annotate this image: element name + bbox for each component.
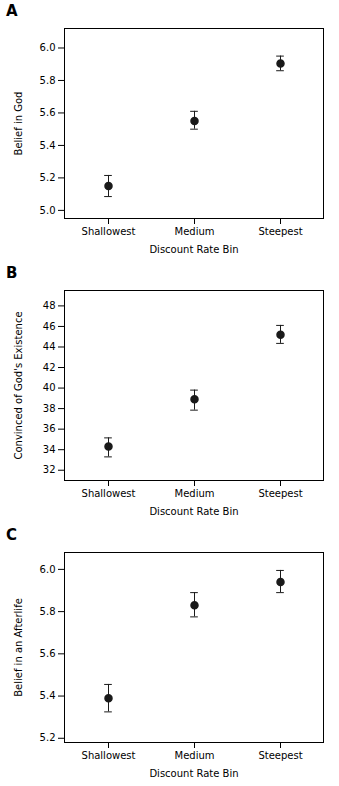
svg-text:5.4: 5.4 (40, 140, 56, 151)
svg-text:Belief in an Afterlife: Belief in an Afterlife (13, 598, 24, 697)
svg-text:Steepest: Steepest (258, 488, 302, 499)
svg-text:48: 48 (43, 300, 56, 311)
svg-text:Shallowest: Shallowest (82, 226, 136, 237)
svg-text:5.2: 5.2 (40, 732, 56, 743)
svg-text:5.2: 5.2 (40, 172, 56, 183)
svg-text:6.0: 6.0 (40, 564, 56, 575)
svg-text:Medium: Medium (175, 750, 215, 761)
svg-text:40: 40 (43, 382, 56, 393)
svg-text:Medium: Medium (175, 488, 215, 499)
svg-text:Convinced of God's Existence: Convinced of God's Existence (13, 311, 24, 459)
svg-text:44: 44 (43, 341, 56, 352)
svg-text:5.8: 5.8 (40, 75, 56, 86)
html-text:B: B (6, 264, 18, 282)
svg-text:46: 46 (43, 321, 56, 332)
svg-text:Steepest: Steepest (258, 226, 302, 237)
svg-text:5.0: 5.0 (40, 205, 56, 216)
html-text:A: A (6, 2, 18, 20)
svg-text:32: 32 (43, 464, 56, 475)
svg-text:Discount Rate Bin: Discount Rate Bin (149, 506, 238, 517)
svg-text:6.0: 6.0 (40, 42, 56, 53)
svg-text:36: 36 (43, 423, 56, 434)
svg-text:Shallowest: Shallowest (82, 488, 136, 499)
svg-text:Discount Rate Bin: Discount Rate Bin (149, 244, 238, 255)
svg-text:Belief in God: Belief in God (13, 92, 24, 156)
svg-text:34: 34 (43, 444, 56, 455)
svg-text:38: 38 (43, 403, 56, 414)
svg-text:5.6: 5.6 (40, 648, 56, 659)
svg-text:42: 42 (43, 362, 56, 373)
svg-text:Discount Rate Bin: Discount Rate Bin (149, 768, 238, 779)
svg-text:5.6: 5.6 (40, 107, 56, 118)
svg-text:5.4: 5.4 (40, 690, 56, 701)
svg-text:Shallowest: Shallowest (82, 750, 136, 761)
svg-text:Medium: Medium (175, 226, 215, 237)
svg-text:5.8: 5.8 (40, 606, 56, 617)
svg-text:Steepest: Steepest (258, 750, 302, 761)
html-text:C: C (6, 526, 17, 544)
